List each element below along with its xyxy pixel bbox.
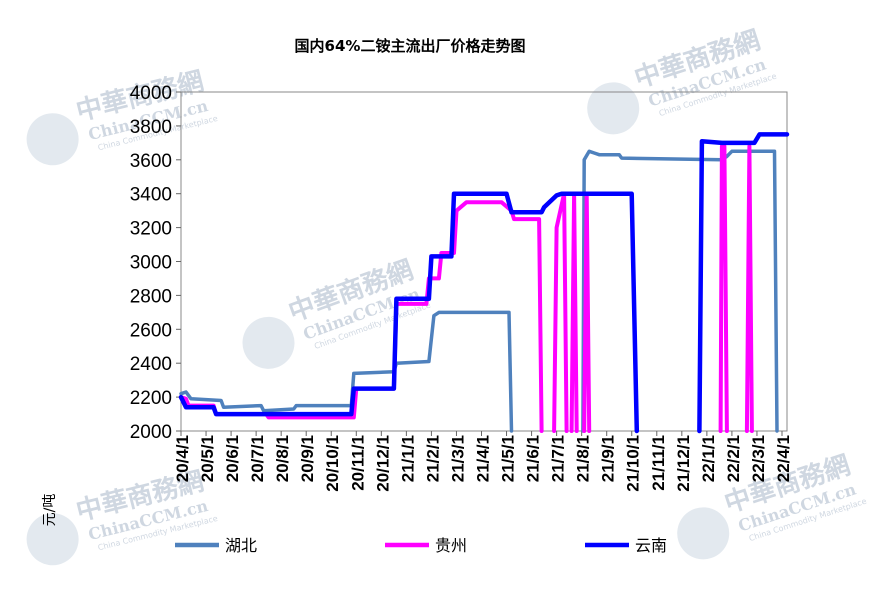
series-layer [178,132,790,434]
x-tick-label: 21/6/1 [524,435,543,482]
y-tick-label: 3200 [130,219,172,240]
plot-area [180,91,788,432]
globe-icon [242,316,295,369]
x-tick-label: 20/9/1 [298,435,317,482]
y-tick-label: 3600 [130,151,172,172]
y-tick-label: 2600 [130,320,172,341]
x-tick-label: 21/11/1 [649,435,668,491]
x-tick-label: 20/5/1 [198,435,217,482]
y-tick-label: 4000 [130,83,172,104]
x-tick-label: 20/12/1 [373,435,392,492]
chart-title: 国内64%二铵主流出厂价格走势图 [295,37,526,55]
series-line-0 [179,149,779,433]
x-tick-label: 21/7/1 [549,435,568,482]
x-tick-label: 21/3/1 [448,435,467,482]
x-tick-label: 20/11/1 [348,435,367,491]
series-line-2 [178,132,790,434]
legend: 湖北 贵州 云南 [175,536,667,555]
x-tick-label: 21/4/1 [473,435,492,482]
y-tick-label: 2400 [130,354,172,375]
x-tick-label: 20/10/1 [323,435,342,492]
x-tick-label: 21/5/1 [499,435,518,482]
x-tick-label: 21/10/1 [624,435,643,492]
x-tick-label: 22/4/1 [774,435,793,482]
y-axis-label: 元/吨 [42,494,58,527]
x-tick-label: 21/9/1 [599,435,618,482]
x-tick-label: 22/2/1 [724,435,743,482]
x-axis: 20/4/1 20/5/1 20/6/1 20/7/1 20/8/1 20/9/1 20/1… [173,431,793,492]
x-tick-label: 21/1/1 [398,435,417,482]
series-line-1 [179,144,754,433]
y-tick-label: 3000 [130,253,172,274]
x-tick-label: 21/12/1 [674,435,693,492]
y-tick-label: 2000 [130,422,172,443]
x-tick-label: 20/8/1 [273,435,292,482]
x-tick-label: 20/6/1 [223,435,242,482]
globe-icon [26,513,79,566]
x-tick-label: 22/3/1 [749,435,768,482]
y-tick-label: 3800 [130,117,172,138]
legend-label: 湖北 [225,536,257,555]
y-axis: 2000 2200 2400 2600 2800 3000 3200 3400 3600 3800… [130,83,181,443]
globe-icon [587,82,640,135]
globe-icon [26,113,79,166]
y-tick-label: 2200 [130,388,172,409]
x-tick-label: 21/8/1 [574,435,593,482]
x-tick-label: 20/4/1 [173,435,192,482]
y-tick-label: 3400 [130,185,172,206]
x-tick-label: 22/1/1 [699,435,718,482]
legend-label: 云南 [635,536,667,555]
x-tick-label: 21/2/1 [423,435,442,482]
x-tick-label: 20/7/1 [248,435,267,482]
legend-label: 贵州 [435,536,467,555]
y-tick-label: 2800 [130,286,172,307]
globe-icon [677,507,730,560]
